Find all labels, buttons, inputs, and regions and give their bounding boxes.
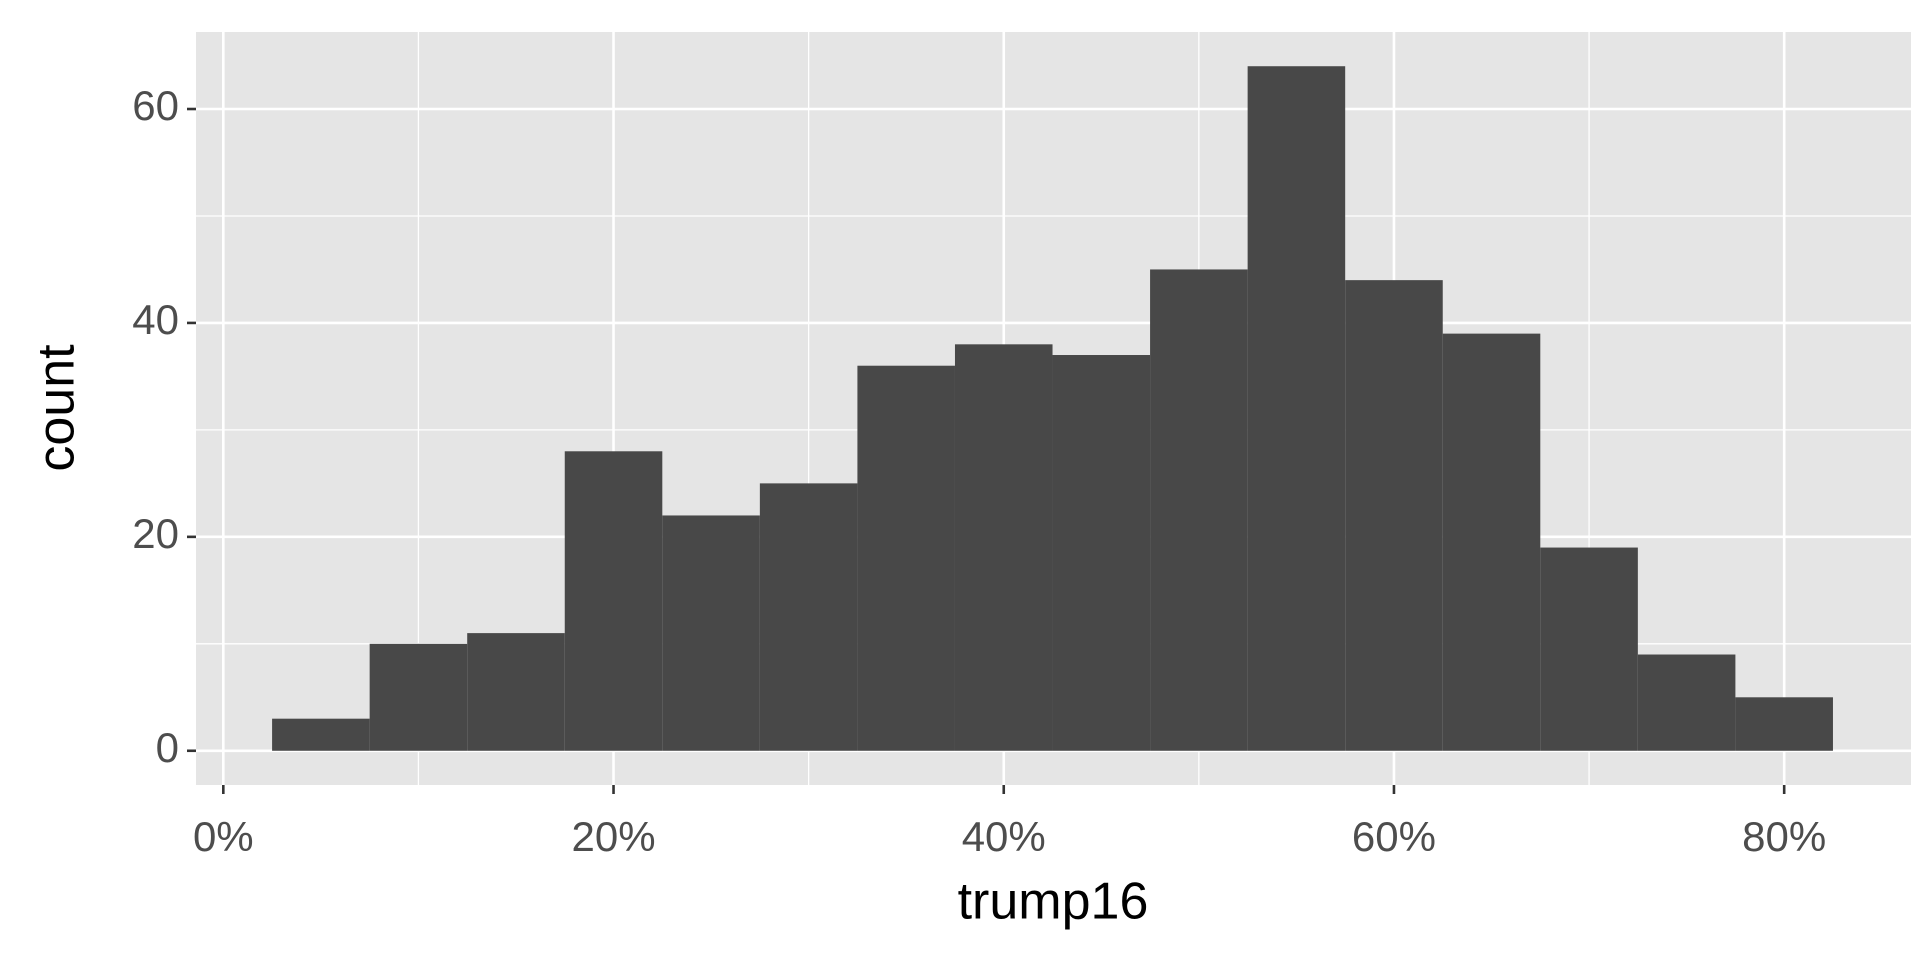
bar (1247, 66, 1346, 751)
bar (1052, 355, 1151, 751)
bar (759, 483, 858, 751)
bar (1345, 280, 1443, 751)
y-tick-label: 40 (132, 296, 179, 343)
y-tick-label: 0 (156, 724, 179, 771)
bar (857, 365, 955, 751)
bar (467, 633, 565, 751)
x-axis-title: trump16 (958, 873, 1149, 931)
bar (1540, 547, 1638, 751)
y-axis-title: count (28, 344, 86, 472)
x-tick-label: 40% (962, 813, 1046, 860)
bar (369, 643, 468, 751)
bar (1735, 697, 1833, 751)
y-tick-label: 60 (132, 82, 179, 129)
bar (662, 515, 760, 751)
bar (1150, 269, 1248, 751)
bar (272, 718, 370, 751)
bar (1442, 333, 1541, 751)
bar (954, 344, 1053, 751)
x-tick-label: 0% (193, 813, 254, 860)
bar (1637, 654, 1736, 751)
x-tick-label: 20% (572, 813, 656, 860)
x-tick-label: 80% (1742, 813, 1826, 860)
y-tick-label: 20 (132, 510, 179, 557)
x-tick-label: 60% (1352, 813, 1436, 860)
bar (564, 451, 663, 751)
